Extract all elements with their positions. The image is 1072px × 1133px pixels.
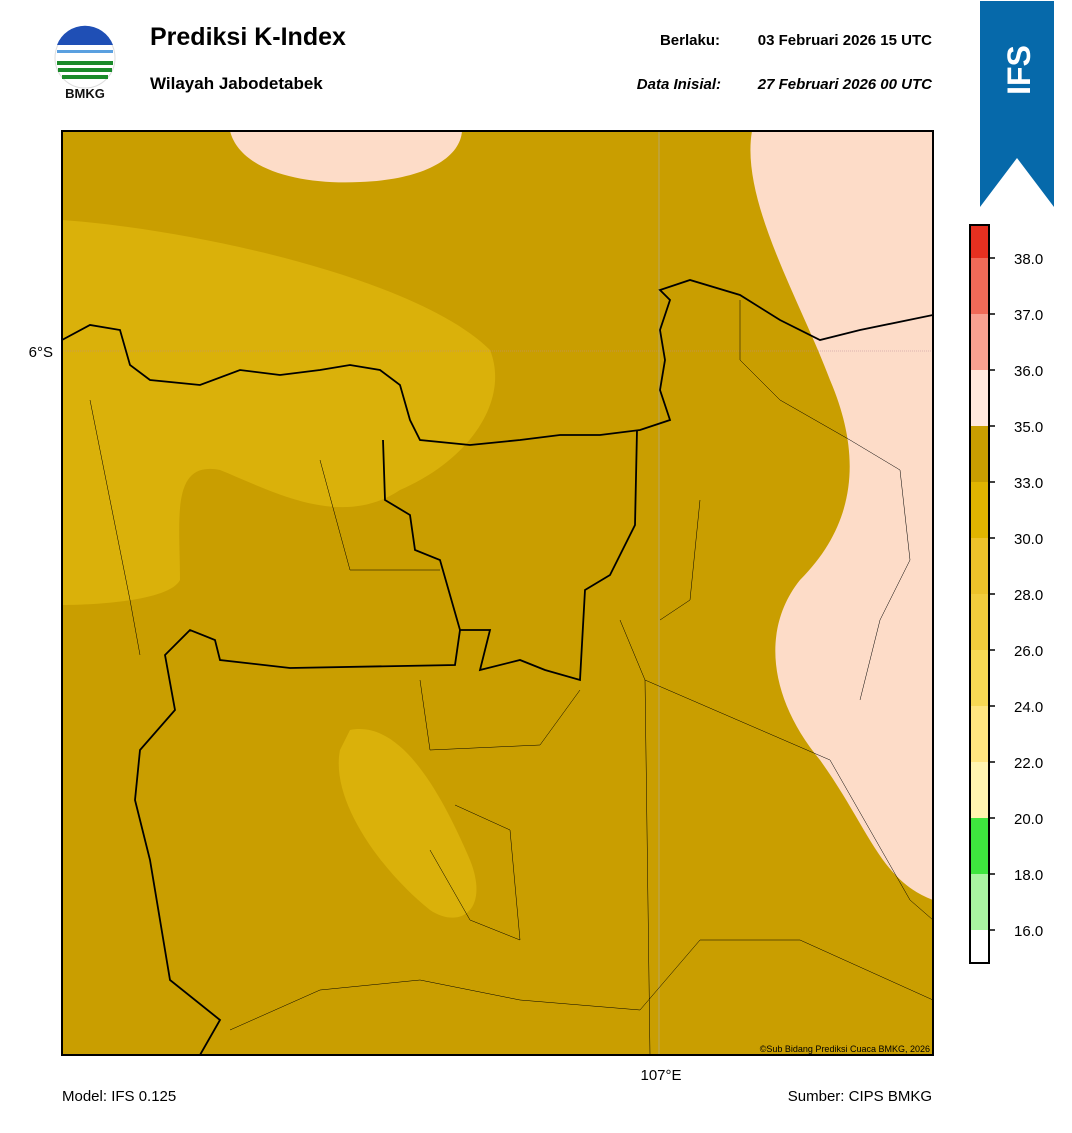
colorbar-segment (970, 314, 989, 370)
colorbar-segment (970, 594, 989, 650)
colorbar-segment (970, 874, 989, 930)
boundary (134, 628, 461, 1055)
colorbar-segment (970, 762, 989, 818)
colorbar-label: 38.0 (1014, 251, 1043, 268)
init-time: 27 Februari 2026 00 UTC (757, 76, 933, 93)
colorbar-label: 22.0 (1014, 755, 1043, 772)
colorbar-label: 35.0 (1014, 419, 1043, 436)
init-label: Data Inisial: (637, 76, 721, 93)
admin-boundary (739, 300, 911, 701)
colorbar-segment (970, 225, 989, 258)
badge-text: IFS (1001, 45, 1037, 95)
subtitle: Wilayah Jabodetabek (150, 74, 323, 93)
colorbar: 16.0 18.0 20.0 22.0 24.0 26.0 28.0 30.0 33.0 35.0… (969, 224, 1043, 964)
colorbar-label: 16.0 (1014, 923, 1043, 940)
title: Prediksi K-Index (150, 23, 346, 51)
lat-label: 6°S (29, 344, 53, 361)
colorbar-segment (970, 818, 989, 874)
colorbar-segment (970, 650, 989, 706)
colorbar-segment (970, 258, 989, 314)
colorbar-label: 20.0 (1014, 811, 1043, 828)
colorbar-label: 26.0 (1014, 643, 1043, 660)
lon-label: 107°E (640, 1067, 681, 1084)
admin-boundary (89, 399, 933, 1055)
boundary (382, 429, 638, 682)
copyright: ©Sub Bidang Prediksi Cuaca BMKG, 2026 (760, 1044, 930, 1054)
valid-time: 03 Februari 2026 15 UTC (758, 32, 932, 49)
model: Model: IFS 0.125 (62, 1088, 176, 1105)
colorbar-segment (970, 930, 989, 963)
colorbar-label: 30.0 (1014, 531, 1043, 548)
map: ©Sub Bidang Prediksi Cuaca BMKG, 2026 (62, 131, 933, 1055)
logo-text: BMKG (65, 86, 105, 101)
colorbar-segment (970, 426, 989, 482)
valid-label: Berlaku: (660, 32, 720, 49)
colorbar-label: 24.0 (1014, 699, 1043, 716)
colorbar-label: 18.0 (1014, 867, 1043, 884)
colorbar-label: 37.0 (1014, 307, 1043, 324)
colorbar-segment (970, 538, 989, 594)
colorbar-label: 28.0 (1014, 587, 1043, 604)
map-frame (61, 130, 934, 1056)
source: Sumber: CIPS BMKG (788, 1088, 932, 1105)
colorbar-label: 33.0 (1014, 475, 1043, 492)
colorbar-segment (970, 482, 989, 538)
colorbar-label: 36.0 (1014, 363, 1043, 380)
colorbar-segment (970, 706, 989, 762)
coastline (62, 279, 933, 446)
ifs-badge (980, 1, 1054, 207)
bmkg-logo: BMKG (54, 25, 116, 101)
colorbar-segment (970, 370, 989, 426)
